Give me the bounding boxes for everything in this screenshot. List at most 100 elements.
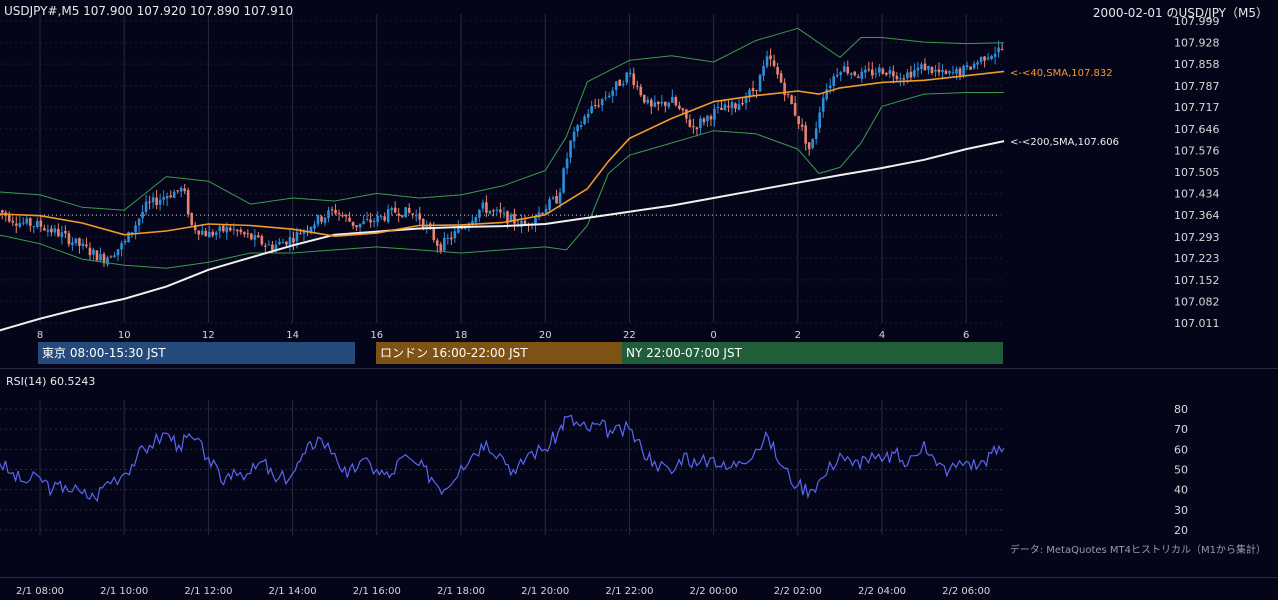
candle-body xyxy=(537,212,541,218)
candle-body xyxy=(972,63,976,69)
candle-body xyxy=(411,213,415,215)
candle-body xyxy=(755,89,758,91)
rsi-tick-label: 70 xyxy=(1174,423,1188,436)
candle-body xyxy=(671,96,674,103)
rsi-tick-label: 30 xyxy=(1174,504,1188,517)
candle-body xyxy=(860,71,864,79)
candle-body xyxy=(432,228,436,241)
rsi-line xyxy=(0,414,1005,503)
candle-body xyxy=(162,197,165,200)
candle-body xyxy=(664,101,667,106)
candle-body xyxy=(228,227,232,231)
candle-body xyxy=(151,197,155,203)
price-tick-label: 107.082 xyxy=(1174,295,1220,308)
candle-body xyxy=(590,106,593,114)
candle-body xyxy=(120,243,123,250)
candle-body xyxy=(43,228,46,231)
sma200-label: <-<200,SMA,107.606 xyxy=(1010,137,1119,148)
candle-body xyxy=(285,241,288,245)
candle-body xyxy=(148,201,151,203)
candle-body xyxy=(172,191,176,198)
candle-body xyxy=(562,168,565,193)
candle-body xyxy=(443,237,446,251)
candle-body xyxy=(776,66,779,75)
candle-body xyxy=(457,227,460,233)
candle-body xyxy=(18,223,22,227)
candle-body xyxy=(572,131,576,142)
candle-body xyxy=(50,228,53,233)
candle-body xyxy=(614,81,618,90)
price-tick-label: 107.364 xyxy=(1174,209,1220,222)
candle-body xyxy=(278,241,281,245)
candle-body xyxy=(418,213,422,220)
candle-body xyxy=(362,221,365,224)
candle-body xyxy=(811,139,814,148)
candle-body xyxy=(379,216,383,218)
candle-body xyxy=(646,99,650,104)
candle-body xyxy=(867,69,871,71)
candle-body xyxy=(544,208,548,214)
candle-body xyxy=(29,218,32,226)
candle-body xyxy=(246,233,250,235)
candle-body xyxy=(214,232,218,236)
candle-body xyxy=(36,220,39,227)
hour-tick-label: 16 xyxy=(370,330,383,341)
candle-body xyxy=(397,213,400,216)
candle-body xyxy=(716,106,720,108)
candle-body xyxy=(337,213,341,215)
time-axis-label: 2/1 14:00 xyxy=(269,586,317,597)
candle-body xyxy=(902,78,906,80)
candle-body xyxy=(39,220,43,227)
candle-body xyxy=(176,190,179,192)
candle-body xyxy=(839,72,843,75)
candle-body xyxy=(116,249,120,256)
candle-body xyxy=(913,70,916,77)
candle-body xyxy=(95,250,99,261)
candle-body xyxy=(523,220,527,225)
candle-body xyxy=(569,140,572,158)
rsi-tick-label: 40 xyxy=(1174,484,1188,497)
candle-body xyxy=(204,231,208,237)
candle-body xyxy=(842,66,846,72)
candle-body xyxy=(239,229,243,233)
rsi-tick-label: 60 xyxy=(1174,443,1188,456)
candle-body xyxy=(628,72,632,74)
candle-body xyxy=(741,103,744,105)
candle-body xyxy=(0,210,4,213)
candle-body xyxy=(737,104,741,111)
candle-body xyxy=(976,62,979,65)
hour-tick-label: 10 xyxy=(118,330,131,341)
candle-body xyxy=(71,242,74,246)
candle-body xyxy=(565,158,569,169)
candle-body xyxy=(818,112,821,128)
candle-body xyxy=(642,94,646,103)
candle-body xyxy=(927,65,930,70)
candle-body xyxy=(85,244,88,247)
candle-body xyxy=(702,118,706,123)
candle-body xyxy=(264,245,267,247)
candle-body xyxy=(32,226,36,228)
candle-body xyxy=(460,227,464,229)
candle-body xyxy=(513,213,516,224)
pane-divider-price-rsi xyxy=(0,368,1278,369)
candle-body xyxy=(846,66,850,74)
candle-body xyxy=(207,231,211,238)
candle-body xyxy=(344,215,348,217)
candle-body xyxy=(660,102,664,104)
candle-body xyxy=(243,232,246,235)
time-axis-label: 2/1 20:00 xyxy=(521,586,569,597)
hour-tick-label: 12 xyxy=(202,330,215,341)
session-bar-tokyo: 東京 08:00-15:30 JST xyxy=(38,342,355,364)
candle-body xyxy=(962,65,965,76)
candle-body xyxy=(183,188,186,192)
candle-body xyxy=(46,229,50,232)
time-axis-label: 2/2 02:00 xyxy=(774,586,822,597)
candle-body xyxy=(706,115,709,122)
symbol-ohlc-readout: USDJPY#,M5 107.900 107.920 107.890 107.9… xyxy=(4,4,294,18)
rsi-tick-label: 80 xyxy=(1174,403,1188,416)
candle-body xyxy=(57,229,60,237)
price-tick-label: 107.858 xyxy=(1174,58,1220,71)
candle-body xyxy=(934,69,937,72)
candle-body xyxy=(309,227,313,233)
